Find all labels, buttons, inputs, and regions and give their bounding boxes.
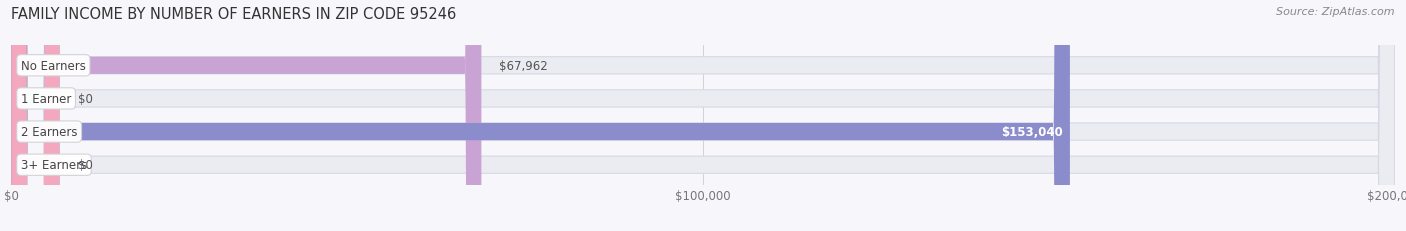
FancyBboxPatch shape [11,0,59,231]
Text: Source: ZipAtlas.com: Source: ZipAtlas.com [1277,7,1395,17]
FancyBboxPatch shape [11,0,1395,231]
FancyBboxPatch shape [11,0,481,231]
Text: $0: $0 [77,93,93,106]
Text: 2 Earners: 2 Earners [21,125,77,138]
Text: $153,040: $153,040 [1001,125,1063,138]
Text: FAMILY INCOME BY NUMBER OF EARNERS IN ZIP CODE 95246: FAMILY INCOME BY NUMBER OF EARNERS IN ZI… [11,7,457,22]
FancyBboxPatch shape [11,0,1395,231]
Text: 3+ Earners: 3+ Earners [21,158,87,171]
Text: $67,962: $67,962 [499,60,548,73]
Text: No Earners: No Earners [21,60,86,73]
FancyBboxPatch shape [11,0,1395,231]
Text: 1 Earner: 1 Earner [21,93,72,106]
FancyBboxPatch shape [11,0,1395,231]
FancyBboxPatch shape [11,0,59,231]
FancyBboxPatch shape [11,0,1070,231]
Text: $0: $0 [77,158,93,171]
